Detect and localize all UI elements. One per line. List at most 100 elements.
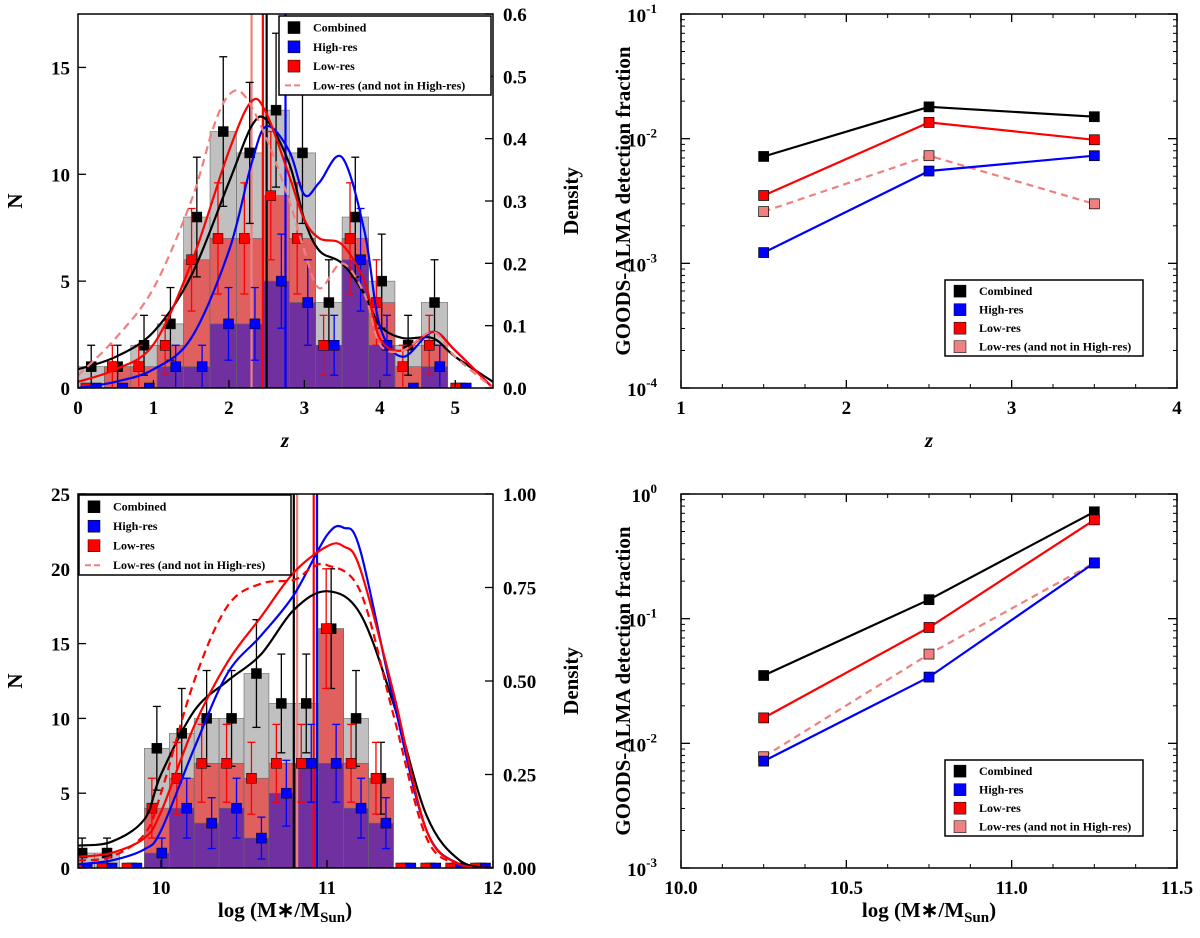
point-combined <box>251 668 262 679</box>
point-low-res <box>445 862 456 868</box>
y-tick-label: 5 <box>61 272 71 293</box>
point-high-res <box>117 382 129 388</box>
legend-combined-label: Combined <box>979 284 1033 298</box>
y2-tick-label: 0.0 <box>503 379 527 400</box>
legend-box <box>278 15 492 96</box>
point-combined <box>297 147 308 159</box>
series-line-low-res-and-not-in-high-res <box>763 561 1095 758</box>
legend-combined-swatch <box>87 500 101 513</box>
point-low-res <box>291 233 303 244</box>
x-tick-label: 3 <box>300 398 310 419</box>
legend-low-res-label: Low-res <box>979 801 1021 815</box>
x-tick-label: 4 <box>1172 398 1182 419</box>
density-curve-low-res-and-not-in-high-res <box>78 562 493 868</box>
x-axis-label: z <box>280 428 290 452</box>
x-tick-label: 10.5 <box>830 878 863 899</box>
point-low-res <box>423 340 435 351</box>
legend-low-res-and-not-in-high-res-label: Low-res (and not in High-res) <box>313 78 465 92</box>
point-low-res <box>758 712 770 724</box>
x-tick-label: 2 <box>224 398 234 419</box>
legend-low-res-swatch <box>287 59 301 73</box>
x-tick-label: 5 <box>451 398 461 419</box>
point-high-res <box>460 382 472 388</box>
point-low-res <box>78 862 83 868</box>
point-combined <box>758 151 770 162</box>
point-low-res <box>758 190 770 201</box>
legend-box <box>944 279 1144 357</box>
point-combined <box>191 211 203 223</box>
legend-low-res-swatch <box>87 539 101 552</box>
bar-high-res <box>268 792 295 868</box>
point-combined <box>923 101 935 113</box>
point-low-res <box>271 758 282 769</box>
y-tick-label: 10-3 <box>627 250 657 276</box>
y2-tick-label: 0.1 <box>503 317 527 338</box>
point-high-res <box>131 862 143 868</box>
y-axis-label: N <box>3 673 27 688</box>
redshift-detection-fraction-panel: 1 2 3 4 10-4 10-3 10-2 10-1 GOODS-ALMA detection… <box>611 1 1182 452</box>
y2-axis-label: Density <box>559 167 583 235</box>
point-high-res <box>305 758 317 769</box>
point-combined <box>270 104 282 116</box>
legend-high-res-label: High-res <box>979 783 1024 797</box>
series-line-low-res <box>763 518 1095 719</box>
point-low-res <box>1088 134 1100 146</box>
y-tick-label: 100 <box>632 481 658 507</box>
density-curve-low-res-and-not-in-high-res <box>78 89 493 388</box>
point-low-res <box>221 758 232 769</box>
point-combined <box>218 126 229 137</box>
point-high-res <box>256 832 267 844</box>
legend-low-res-label: Low-res <box>313 59 355 73</box>
legend-high-res-swatch <box>953 303 967 316</box>
x-tick-label: 10 <box>152 878 171 899</box>
point-combined <box>151 743 163 754</box>
bar-high-res <box>193 822 220 868</box>
x-axis-label: log (M∗/MSun) <box>218 898 352 926</box>
point-combined <box>226 713 237 724</box>
series-line-combined <box>763 105 1095 158</box>
y2-tick-label: 0.6 <box>503 5 527 26</box>
legend-low-res-swatch <box>953 801 967 815</box>
point-high-res <box>281 787 292 799</box>
point-combined <box>758 670 770 681</box>
point-low-res <box>320 623 332 634</box>
point-high-res <box>330 758 342 769</box>
y2-tick-label: 0.3 <box>503 192 527 213</box>
x-tick-label: 3 <box>1007 398 1017 419</box>
point-low-res <box>212 233 224 244</box>
series-line-high-res <box>763 561 1095 763</box>
legend-high-res-swatch <box>953 783 967 796</box>
point-high-res <box>1088 557 1100 569</box>
y-axis-label: GOODS-ALMA detection fraction <box>611 526 635 835</box>
point-combined <box>323 297 335 308</box>
legend-low-res-swatch <box>953 321 967 335</box>
point-low-res <box>344 233 356 244</box>
y-tick-label: 0 <box>61 859 71 880</box>
y2-tick-label: 0.2 <box>503 254 527 275</box>
x-tick-label: 1 <box>149 398 159 419</box>
legend-box <box>944 759 1144 837</box>
x-tick-label: 10.0 <box>664 878 697 899</box>
point-low-res-and-not-in-high-res <box>923 150 935 162</box>
legend-low-res-and-not-in-high-res-label: Low-res (and not in High-res) <box>979 820 1131 834</box>
point-low-res-and-not-in-high-res <box>758 206 770 217</box>
point-high-res <box>480 862 491 868</box>
bar-high-res <box>315 344 343 388</box>
point-low-res <box>923 117 935 128</box>
legend-combined-label: Combined <box>113 500 167 514</box>
y-tick-label: 15 <box>51 58 70 79</box>
point-low-res <box>370 772 382 784</box>
bar-high-res <box>421 366 449 388</box>
density-curve-combined <box>78 590 493 868</box>
legend-box <box>78 494 292 576</box>
x-tick-label: 0 <box>73 398 83 419</box>
y2-tick-label: 1.00 <box>503 485 536 506</box>
point-high-res <box>181 802 192 814</box>
legend-combined-swatch <box>953 284 967 298</box>
point-low-res <box>80 382 92 388</box>
legend-high-res-label: High-res <box>313 40 358 54</box>
point-low-res <box>345 758 357 769</box>
y-tick-label: 20 <box>51 560 70 581</box>
y-tick-label: 10-1 <box>627 606 657 632</box>
bar-high-res <box>318 762 344 868</box>
